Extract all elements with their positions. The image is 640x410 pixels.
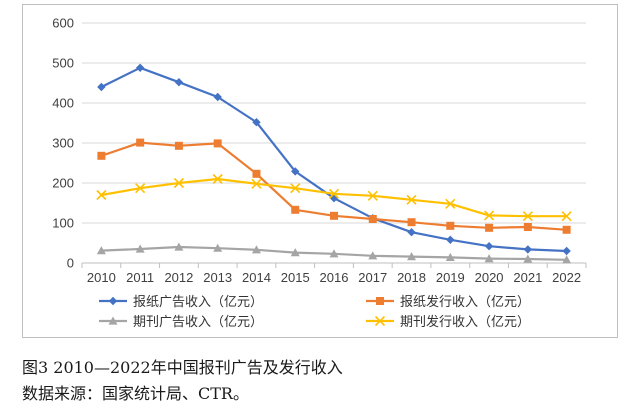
- legend-marker-4: [374, 315, 386, 327]
- figure-caption: 图3 2010—2022年中国报刊广告及发行收入: [22, 358, 343, 377]
- series-1-point: [97, 82, 106, 92]
- chart-frame: 0 100 200 300 400 500 600 2010 2011 2012 2013 2014 2…: [22, 4, 618, 338]
- series-3-point: [329, 249, 339, 258]
- series-1-point: [446, 235, 455, 244]
- series-2-point: [485, 223, 494, 232]
- series-2-point: [562, 225, 571, 234]
- y-tick-label: 200: [52, 176, 74, 191]
- x-tick-label: 2010: [87, 270, 116, 285]
- series-1-point: [407, 228, 416, 237]
- series-2-point: [407, 218, 416, 227]
- series-3-point: [562, 255, 572, 264]
- series-4-point: [328, 188, 340, 199]
- y-tick-label: 300: [52, 136, 74, 151]
- series-2-point: [252, 169, 261, 178]
- x-tick-label: 2019: [436, 270, 465, 285]
- legend-label-4: 期刊发行收入（亿元）: [400, 314, 530, 330]
- legend-label-1: 报纸广告收入（亿元）: [133, 295, 263, 310]
- x-tick-label: 2014: [242, 270, 271, 285]
- x-tick-label: 2012: [164, 270, 193, 285]
- series-1-point: [213, 92, 222, 102]
- series-3-point: [174, 242, 184, 251]
- x-tick-label: 2022: [552, 270, 581, 285]
- series-1-point: [174, 78, 184, 87]
- series-2-point: [291, 205, 300, 214]
- data-source-note: 数据来源：国家统计局、CTR。: [22, 384, 249, 403]
- series-3-point: [251, 245, 261, 254]
- series-2-point: [97, 151, 106, 160]
- series-2-point: [523, 223, 532, 231]
- series-4-point: [484, 210, 495, 221]
- series-1-point: [291, 167, 300, 176]
- series-1-point: [135, 63, 145, 72]
- legend-label-3: 期刊广告收入（亿元）: [133, 315, 263, 330]
- series-2-point: [136, 138, 145, 147]
- series-4-point: [96, 189, 107, 201]
- x-tick-label: 2021: [513, 270, 542, 285]
- series-4-point: [522, 211, 533, 222]
- series-3-point: [213, 243, 223, 252]
- series-3-point: [96, 246, 106, 255]
- legend-label-2: 报纸发行收入（亿元）: [400, 294, 530, 310]
- series-3-point: [407, 252, 417, 261]
- x-tick-label: 2011: [126, 270, 154, 285]
- series-4-point: [212, 173, 223, 185]
- series-3-point: [445, 252, 455, 261]
- series-2-point: [174, 141, 183, 150]
- series-4-point: [251, 178, 262, 189]
- y-tick-label: 600: [52, 16, 74, 31]
- series-1-point: [562, 246, 571, 256]
- series-4-point: [406, 194, 417, 205]
- series-4-point: [367, 190, 378, 201]
- series-3-point: [290, 248, 300, 257]
- series-2-point: [446, 221, 455, 230]
- x-tick-label: 2015: [281, 270, 310, 285]
- series-1-point: [252, 118, 261, 127]
- y-tick-label: 500: [52, 56, 74, 71]
- series-1-point: [523, 245, 533, 254]
- x-tick-label: 2017: [358, 270, 387, 285]
- series-3-point: [135, 244, 145, 253]
- legend-marker-3: [108, 316, 118, 325]
- series-4-point: [445, 198, 456, 209]
- series-4-point: [135, 183, 146, 194]
- series-3-point: [484, 254, 494, 263]
- legend-marker-2: [376, 297, 384, 305]
- y-tick-label: 400: [52, 96, 74, 111]
- series-4-point: [561, 211, 572, 222]
- line-chart: 0 100 200 300 400 500 600 2010 2011 2012 2013 2014 2…: [52, 16, 587, 330]
- x-tick-label: 2016: [320, 270, 349, 285]
- x-tick-label: 2020: [475, 270, 504, 285]
- series-2-point: [213, 139, 222, 148]
- x-tick-label: 2013: [203, 270, 232, 285]
- y-tick-label: 100: [52, 216, 74, 231]
- series-4-point: [290, 183, 301, 194]
- series-3-point: [368, 251, 378, 260]
- legend-marker-1: [108, 296, 118, 306]
- series-3-point: [523, 254, 533, 263]
- y-tick-label: 0: [67, 256, 74, 271]
- x-tick-label: 2018: [397, 270, 426, 285]
- series-1-point: [484, 242, 494, 251]
- series-4-point: [173, 177, 184, 189]
- series-2-point: [330, 211, 338, 220]
- series-line-1: [100, 66, 567, 253]
- series-2-point: [368, 215, 377, 223]
